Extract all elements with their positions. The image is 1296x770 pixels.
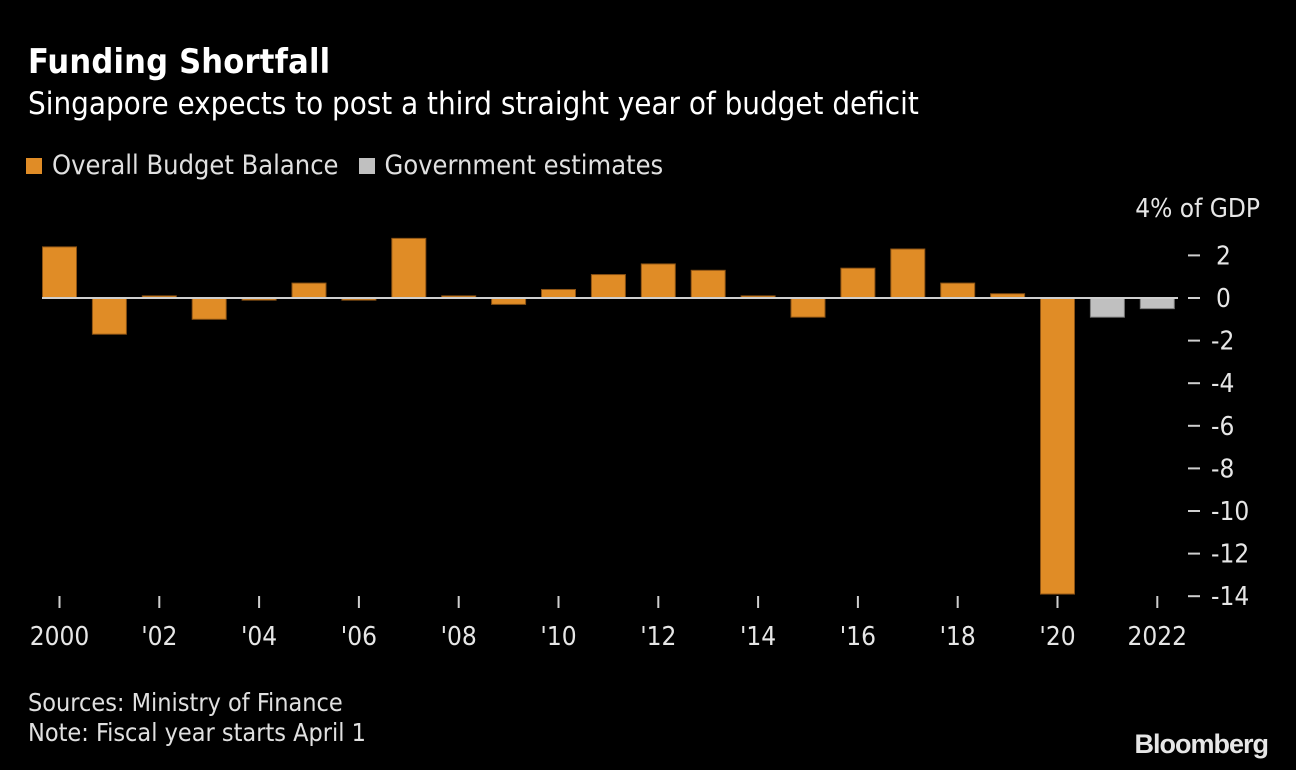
legend-label-budget-balance: Overall Budget Balance: [52, 150, 339, 181]
x-tick-label: '02: [141, 622, 177, 652]
bar-2017: [890, 248, 926, 299]
y-tick-label: -14: [1211, 582, 1249, 612]
x-tick-label: '14: [740, 622, 776, 652]
x-tick-label: '20: [1039, 622, 1075, 652]
x-tick-label: '08: [441, 622, 477, 652]
x-tick-label: '10: [540, 622, 576, 652]
bar-chart: 2 0 -2 -4 -6 -8 -10 -12 -14 2000 '02 '04 '06 '08 '10 '…: [30, 237, 1249, 652]
legend-swatch-budget-balance: [26, 157, 42, 174]
bars-group: [42, 237, 1175, 595]
sources-text: Sources: Ministry of Finance: [28, 688, 343, 717]
legend-item-government-estimates: Government estimates: [358, 150, 664, 181]
y-axis-unit-label: 4% of GDP: [1135, 194, 1260, 224]
x-axis: 2000 '02 '04 '06 '08 '10 '12 '14 '16 '18 '20 2022: [30, 596, 1187, 652]
y-tick-label: -2: [1211, 327, 1234, 357]
note-text: Note: Fiscal year starts April 1: [28, 718, 366, 747]
x-tick-label: '18: [940, 622, 976, 652]
y-tick-label: 2: [1216, 241, 1231, 271]
chart-title: Funding Shortfall: [28, 42, 331, 82]
bar-2000: [42, 246, 77, 299]
bar-2003: [191, 297, 227, 320]
bar-2021: [1089, 297, 1125, 318]
y-tick-label: -12: [1211, 540, 1249, 570]
x-tick-label: '06: [341, 622, 377, 652]
y-axis: 2 0 -2 -4 -6 -8 -10 -12 -14: [1188, 241, 1249, 612]
bar-2016: [840, 267, 876, 299]
x-tick-label: '04: [241, 622, 277, 652]
bar-2012: [640, 263, 676, 299]
bar-2015: [790, 297, 826, 318]
bar-2018: [940, 282, 976, 299]
bar-2011: [590, 274, 626, 299]
bar-2005: [291, 282, 327, 299]
x-tick-label: 2000: [30, 622, 90, 652]
bar-2001: [91, 297, 127, 335]
y-tick-label: 0: [1216, 284, 1231, 314]
legend-item-budget-balance: Overall Budget Balance: [26, 150, 339, 181]
legend-swatch-government-estimates: [358, 157, 375, 174]
bar-2022: [1139, 297, 1175, 310]
x-tick-label: 2022: [1128, 622, 1188, 652]
legend-label-government-estimates: Government estimates: [384, 150, 664, 181]
x-tick-label: '16: [840, 622, 876, 652]
y-tick-label: -4: [1211, 369, 1234, 399]
bloomberg-logo: Bloomberg: [1134, 729, 1269, 759]
bar-2013: [690, 269, 726, 299]
bar-2007: [391, 237, 427, 299]
y-tick-label: -10: [1211, 497, 1249, 527]
chart-subtitle: Singapore expects to post a third straig…: [28, 86, 919, 122]
y-tick-label: -8: [1211, 454, 1234, 484]
legend: Overall Budget Balance Government estima…: [26, 150, 683, 181]
x-tick-label: '12: [640, 622, 676, 652]
bar-2010: [541, 288, 576, 299]
y-tick-label: -6: [1211, 412, 1234, 442]
bar-2020: [1040, 297, 1075, 595]
